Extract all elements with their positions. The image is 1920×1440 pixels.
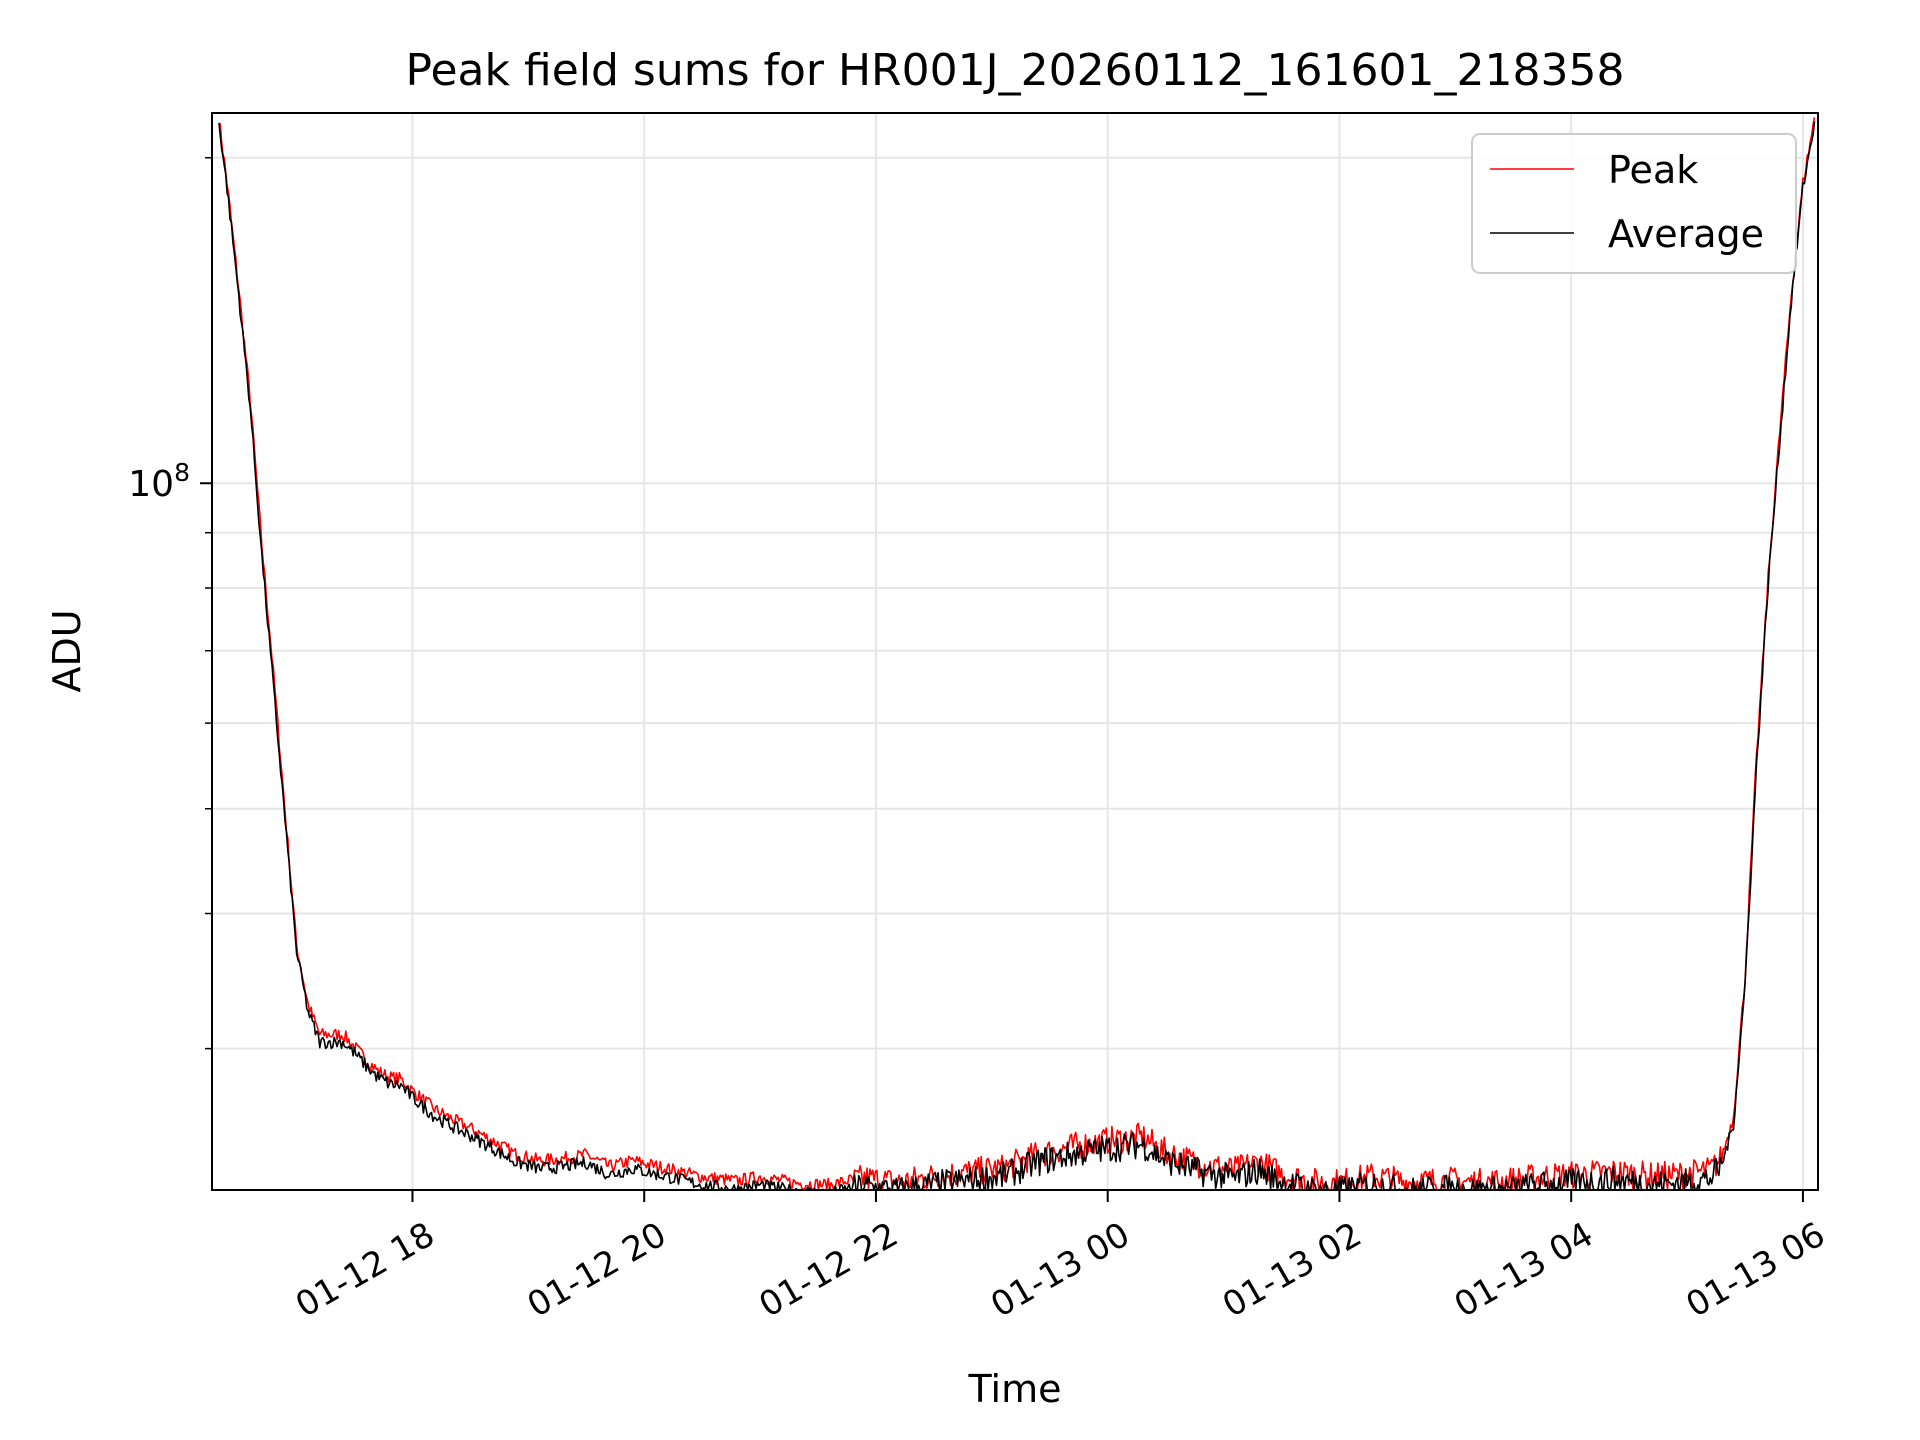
plot-series — [218, 117, 1816, 1191]
legend-average-label: Average — [1608, 212, 1764, 256]
peak-series-line — [218, 117, 1816, 1191]
chart-title: Peak field sums for HR001J_20260112_1616… — [406, 45, 1625, 96]
y-tick-label: 108 — [128, 458, 190, 505]
legend-peak-label: Peak — [1608, 148, 1698, 192]
y-axis-label: ADU — [45, 609, 89, 692]
y-tick-label-exponent: 8 — [174, 458, 190, 487]
x-axis-label: Time — [968, 1367, 1062, 1411]
legend: Peak Average — [1471, 133, 1797, 274]
grid — [212, 113, 1818, 1190]
plot-area-frame — [211, 112, 1819, 1191]
average-series-line — [218, 121, 1816, 1191]
y-tick-label-base: 10 — [128, 464, 174, 505]
